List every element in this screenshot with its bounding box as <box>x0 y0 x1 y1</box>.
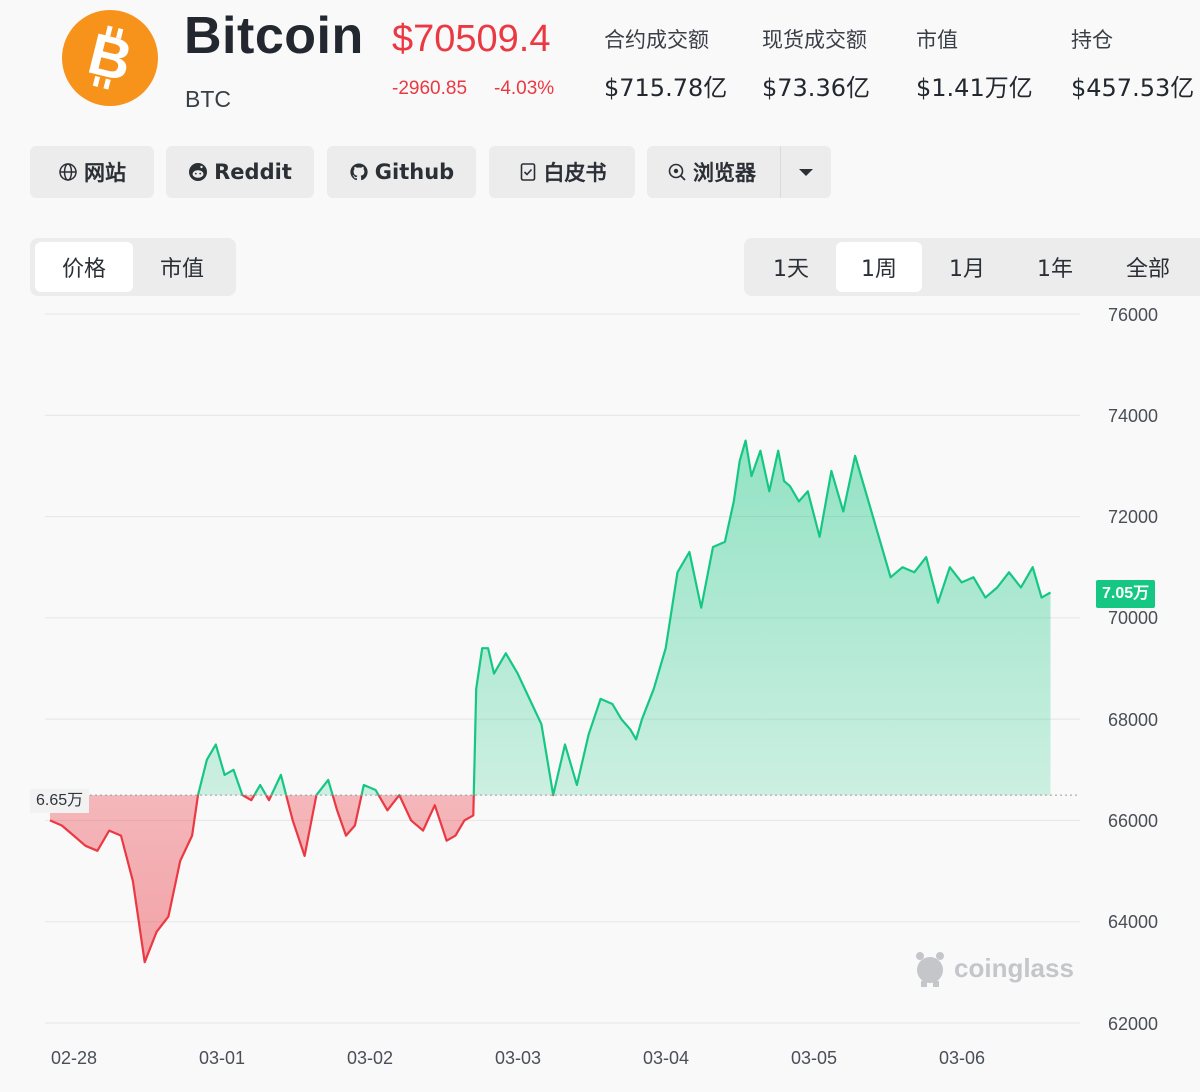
stat-label-market-cap: 市值 <box>916 28 958 52</box>
bitcoin-logo-icon: B <box>62 10 158 106</box>
y-tick-label: 74000 <box>1107 406 1158 426</box>
y-tick-label: 68000 <box>1107 710 1158 730</box>
stat-value-spot-volume: $73.36亿 <box>762 74 870 102</box>
stat-label-open-interest: 持仓 <box>1071 28 1113 52</box>
explorer-button-label: 浏览器 <box>693 161 756 185</box>
x-tick-label: 03-03 <box>495 1048 542 1068</box>
y-tick-label: 66000 <box>1107 811 1158 831</box>
explorer-dropdown-toggle[interactable] <box>781 146 831 198</box>
tab-market-cap[interactable]: 市值 <box>159 257 204 282</box>
price-line-above-baseline <box>196 439 1052 796</box>
whitepaper-button-label: 白皮书 <box>543 161 607 185</box>
coinglass-mascot-icon <box>916 952 944 987</box>
x-tick-label: 03-06 <box>939 1048 986 1068</box>
tab-price[interactable]: 价格 <box>35 242 133 292</box>
y-tick-label: 62000 <box>1107 1014 1158 1034</box>
area-fill-above-baseline <box>50 440 1051 796</box>
globe-icon <box>58 162 78 182</box>
caret-down-icon <box>799 168 813 176</box>
explorer-icon <box>667 162 687 182</box>
github-button[interactable]: Github <box>327 146 476 198</box>
x-tick-label: 03-05 <box>791 1048 838 1068</box>
tab-range-all[interactable]: 全部 <box>1125 257 1170 282</box>
stat-value-market-cap: $1.41万亿 <box>916 74 1033 102</box>
y-tick-label: 70000 <box>1107 608 1158 628</box>
y-tick-label: 76000 <box>1107 305 1158 325</box>
x-tick-label: 02-28 <box>51 1048 98 1068</box>
tab-range-1y[interactable]: 1年 <box>1037 257 1073 282</box>
coin-name: Bitcoin <box>184 7 364 65</box>
website-button-label: 网站 <box>84 161 126 185</box>
stat-label-spot-volume: 现货成交额 <box>762 28 867 52</box>
tab-range-1d[interactable]: 1天 <box>773 257 809 282</box>
stat-value-futures-volume: $715.78亿 <box>604 74 728 102</box>
metric-tabs: 价格 市值 <box>30 238 236 296</box>
watermark-text: coinglass <box>954 952 1074 983</box>
tab-range-1w[interactable]: 1周 <box>836 242 922 292</box>
tab-range-1m[interactable]: 1月 <box>949 257 985 282</box>
baseline-price-tag: 6.65万 <box>30 789 90 813</box>
reddit-button[interactable]: Reddit <box>166 146 314 198</box>
price-change-pct: -4.03% <box>494 78 555 99</box>
x-tick-label: 03-02 <box>347 1048 394 1068</box>
current-price: $70509.4 <box>392 18 551 60</box>
y-tick-label: 72000 <box>1107 507 1158 527</box>
reddit-button-label: Reddit <box>214 160 292 184</box>
github-button-label: Github <box>374 160 455 184</box>
stat-value-open-interest: $457.53亿 <box>1071 74 1195 102</box>
x-tick-label: 03-01 <box>199 1048 246 1068</box>
range-tabs: 1天 1周 1月 1年 全部 <box>744 238 1200 296</box>
y-tick-label: 64000 <box>1107 912 1158 932</box>
last-price-tag: 7.05万 <box>1096 580 1156 608</box>
x-tick-label: 03-04 <box>643 1048 690 1068</box>
document-icon <box>518 162 538 182</box>
stat-label-futures-volume: 合约成交额 <box>604 28 709 52</box>
reddit-icon <box>188 162 208 182</box>
grid-lines <box>45 313 1080 1024</box>
explorer-divider <box>780 146 781 198</box>
area-fill-below-baseline <box>50 795 474 963</box>
coinglass-watermark: coinglass <box>912 948 1074 988</box>
whitepaper-button[interactable]: 白皮书 <box>489 146 635 198</box>
price-change-abs: -2960.85 <box>392 78 468 99</box>
github-icon <box>349 162 369 182</box>
website-button[interactable]: 网站 <box>30 146 154 198</box>
coin-symbol: BTC <box>185 86 231 112</box>
